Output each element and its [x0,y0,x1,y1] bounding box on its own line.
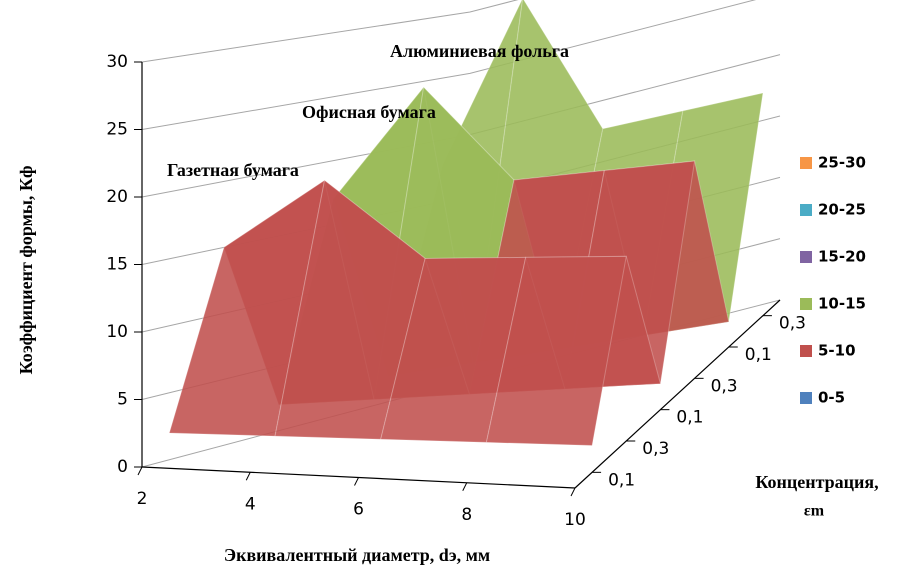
legend-label: 0-5 [818,389,845,407]
depth-tick-label: 0,3 [779,314,806,334]
x-axis-title: Эквивалентный диаметр, dэ, мм [224,545,490,565]
legend-label: 5-10 [818,342,856,360]
x-tick [354,477,359,486]
legend-label: 10-15 [818,295,866,313]
x-tick-label: 10 [564,510,586,530]
x-tick-label: 6 [353,500,364,520]
x-tick [137,466,143,476]
legend-label: 15-20 [818,248,866,266]
legend-swatch [800,251,812,263]
surface-patch [485,255,627,447]
z-tick-label: 0 [117,457,128,477]
x-tick [245,472,251,481]
legend-swatch [800,345,812,357]
x-tick-label: 4 [245,494,256,514]
z-tick-label: 25 [106,120,128,140]
legend-label: 20-25 [818,201,866,219]
legend-swatch [800,298,812,310]
annotation: Алюминиевая фольга [390,41,569,61]
legend-swatch [800,392,812,404]
x-tick-label: 2 [137,489,148,509]
z-tick-label: 10 [106,322,128,342]
x-tick-label: 8 [461,505,472,525]
z-tick-label: 15 [106,255,128,275]
annotation: Газетная бумага [167,160,299,180]
legend-swatch [800,204,812,216]
axis-line [574,299,781,489]
depth-axis-title: Концентрация, [755,472,878,492]
z-tick-label: 20 [106,187,128,207]
depth-tick-label: 0,1 [608,470,635,490]
grid-line [141,0,757,130]
depth-tick-label: 0,1 [745,345,772,365]
y-axis-title: Коэффициент формы, Кф [16,166,36,375]
depth-tick-label: 0,3 [711,376,738,396]
z-tick-label: 5 [117,390,128,410]
legend-swatch [800,157,812,169]
surface [168,0,764,447]
z-tick-label: 30 [106,52,128,72]
x-tick [462,482,468,491]
x-tick [570,487,576,497]
grid-line [141,0,519,63]
depth-tick-label: 0,3 [642,439,669,459]
annotation: Офисная бумага [302,102,436,122]
depth-tick-label: 0,1 [676,408,703,428]
depth-axis-title: εm [804,503,825,520]
legend-label: 25-30 [818,154,866,172]
